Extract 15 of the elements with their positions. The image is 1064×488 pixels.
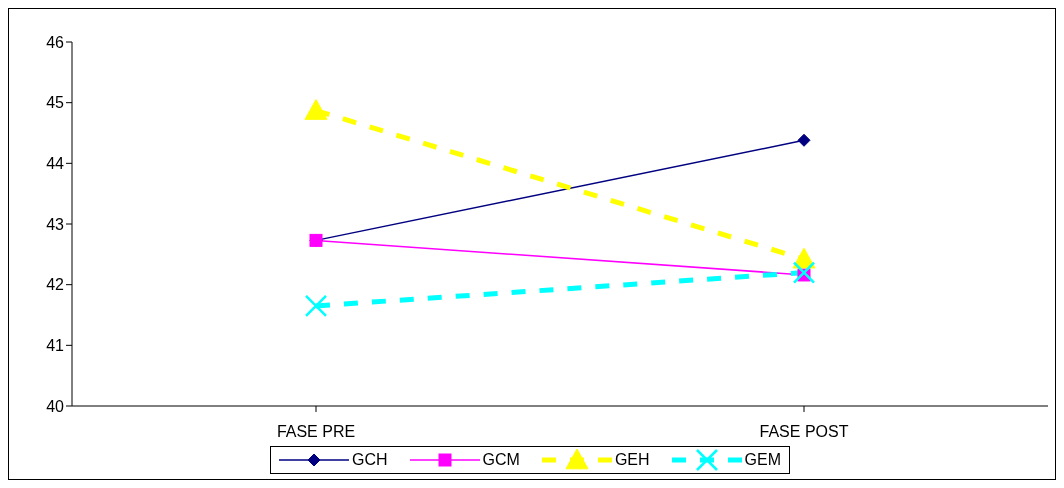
legend-label: GEH [614, 451, 650, 469]
x-tick-label: FASE POST [759, 423, 849, 441]
legend-label: GCM [482, 451, 520, 469]
y-tick-label: 44 [46, 155, 65, 173]
y-tick-label: 41 [46, 337, 65, 355]
point [304, 294, 328, 318]
y-tick-label: 46 [46, 33, 65, 51]
y-tick-label: 45 [46, 94, 65, 112]
point [797, 133, 811, 147]
legend-label: GCH [351, 451, 388, 469]
legend-label: GEM [744, 451, 781, 469]
x-tick-label: FASE PRE [276, 423, 356, 441]
y-tick-label: 40 [46, 397, 65, 415]
y-tick-label: 43 [46, 215, 65, 233]
y-tick-label: 42 [46, 276, 65, 294]
